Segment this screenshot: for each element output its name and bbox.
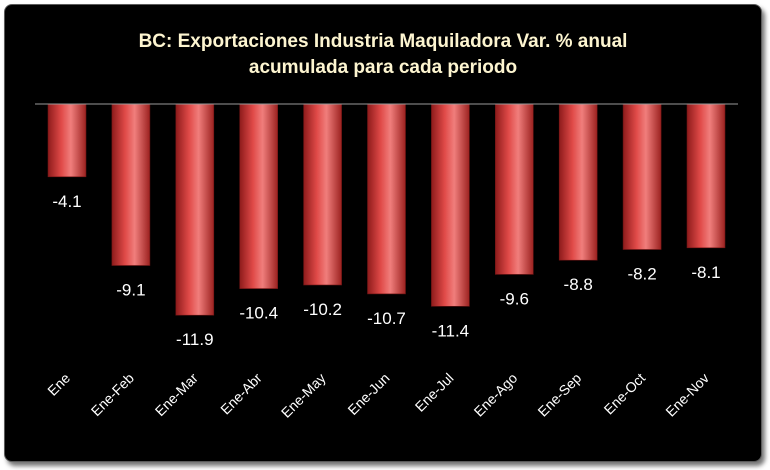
bar-ene-jul [431, 103, 470, 307]
bar-chart: -4.1 -9.1 -11.9 -10.4 -10.2 -10.7 -11.4 -9.6 -8.… [35, 103, 738, 421]
category-label-ene-ago: Ene-Ago [471, 370, 521, 420]
chart-title-line-1: BC: Exportaciones Industria Maquiladora … [138, 31, 628, 52]
category-label-ene-oct: Ene-Oct [601, 370, 649, 418]
chart-frame: BC: Exportaciones Industria Maquiladora … [4, 4, 762, 462]
category-label-ene-jun: Ene-Jun [344, 370, 392, 418]
value-label-ene: -4.1 [52, 192, 81, 211]
bar-ene-sep [558, 103, 598, 261]
bar-ene [47, 103, 87, 178]
category-label-ene-nov: Ene-Nov [662, 370, 712, 420]
category-label-ene-abr: Ene-Abr [217, 370, 265, 418]
bar-ene-jun [367, 103, 406, 295]
bar-ene-feb [111, 103, 151, 266]
chart-title-line-2: acumulada para cada periodo [248, 57, 518, 78]
bar-ene-may [303, 103, 342, 286]
bar-ene-mar [175, 103, 215, 316]
category-label-ene-feb: Ene-Feb [88, 370, 137, 419]
category-label-ene-may: Ene-May [278, 370, 329, 421]
value-label-ene-nov: -8.1 [691, 263, 720, 282]
value-label-ene-ago: -9.6 [500, 289, 529, 308]
bar-ene-abr [239, 103, 278, 289]
chart-title: BC: Exportaciones Industria Maquiladora … [5, 29, 761, 81]
value-label-ene-sep: -8.8 [564, 275, 593, 294]
value-label-ene-oct: -8.2 [627, 265, 656, 284]
value-label-ene-may: -10.2 [303, 300, 342, 319]
bar-ene-nov [686, 103, 726, 249]
value-label-ene-feb: -9.1 [116, 281, 145, 300]
value-label-ene-abr: -10.4 [239, 304, 278, 323]
category-label-ene-jul: Ene-Jul [412, 370, 457, 415]
category-label-ene: Ene [44, 370, 73, 399]
bar-ene-ago [494, 103, 534, 275]
category-label-ene-mar: Ene-Mar [152, 370, 202, 420]
category-label-ene-sep: Ene-Sep [534, 370, 584, 420]
value-label-ene-jun: -10.7 [367, 309, 406, 328]
value-label-ene-mar: -11.9 [176, 330, 214, 349]
bar-ene-oct [622, 103, 662, 250]
value-label-ene-jul: -11.4 [432, 321, 470, 340]
